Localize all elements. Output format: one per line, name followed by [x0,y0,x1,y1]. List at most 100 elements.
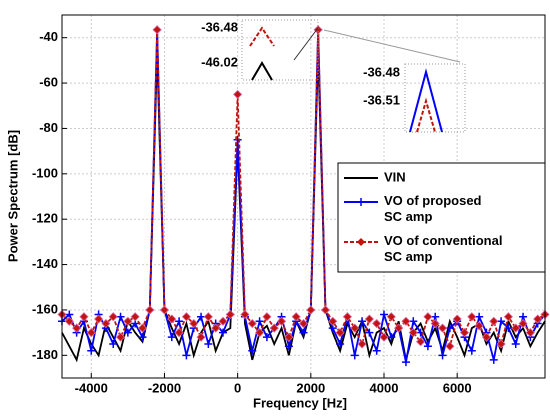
y-tick-label: -60 [39,75,58,90]
marker [225,309,235,320]
marker [467,312,477,322]
marker [533,314,543,324]
plot-layer: -40 -60 -80 -100 -120 -140 -160 -180 -4000 -2000 0… [32,14,550,395]
series-line [61,51,546,363]
marker [467,346,476,355]
x-tick-label: -2000 [148,380,181,395]
marker [342,312,352,322]
marker [204,339,213,348]
marker [72,323,82,333]
marker [116,312,125,321]
marker [79,312,89,322]
marker [489,355,498,364]
marker [109,339,118,348]
marker [503,312,513,322]
marker [459,328,470,338]
marker [233,89,243,99]
inset-line [249,26,275,47]
marker [87,346,96,355]
y-tick-label: -140 [32,256,58,271]
annotation: -36.51 [363,92,400,107]
x-tick-label: -4000 [75,380,108,395]
y-tick-label: -80 [39,120,58,135]
marker [174,328,184,338]
marker [481,332,492,342]
marker [284,332,294,342]
marker [94,314,104,324]
marker [145,305,155,315]
marker [423,342,432,351]
marker [497,317,506,326]
legend-line: SC amp [384,249,432,264]
x-axis-label: Frequency [Hz] [253,395,347,410]
marker [262,312,272,322]
legend-label: VO of proposed SC amp [384,193,482,224]
marker [262,333,271,342]
inset-frame [404,63,466,133]
marker [211,323,221,333]
inset-arrow [323,29,461,63]
marker [525,328,535,338]
inset-1 [241,19,319,81]
marker [167,333,176,342]
marker [219,328,227,337]
marker [438,351,447,360]
marker [394,323,404,333]
marker [299,328,308,337]
marker [489,316,499,326]
marker [197,312,206,321]
marker [358,317,367,326]
marker [240,309,250,320]
marker [364,314,374,324]
marker [372,318,382,329]
marker [365,328,374,337]
marker [372,346,381,355]
marker [196,332,206,342]
marker [248,346,257,355]
marker [86,328,96,338]
marker [430,318,440,329]
legend-marker [357,198,365,206]
marker [511,323,521,333]
marker [511,339,520,348]
marker [445,324,454,333]
x-tick-label: 2000 [296,380,325,395]
y-tick-label: -180 [32,347,58,362]
marker [380,310,388,319]
marker [189,318,199,329]
marker [182,351,191,360]
inset-line [409,68,443,133]
annotation: -36.48 [201,19,238,34]
marker [313,25,323,35]
marker [167,314,177,324]
legend-line: VO of proposed [384,193,482,208]
marker [452,314,462,324]
marker [64,316,74,326]
y-axis-label: Power Spectrum [dB] [5,130,20,262]
marker [115,332,126,342]
marker [269,323,279,333]
marker [123,328,132,337]
marker [379,332,389,342]
x-tick-label: 4000 [370,380,399,395]
marker [518,318,528,329]
annotation: -46.02 [201,54,238,69]
marker [350,323,360,333]
marker [247,318,257,329]
inset-line [251,61,273,81]
y-tick-label: -160 [32,301,58,316]
marker [291,312,301,322]
marker [350,351,359,360]
marker [152,25,162,35]
marker [306,305,316,315]
marker [218,316,228,326]
marker [409,317,418,326]
marker [203,312,213,322]
marker [159,305,170,315]
marker [401,316,411,326]
marker [175,317,184,326]
marker [101,318,111,329]
marker [445,341,455,351]
marker [496,339,506,349]
